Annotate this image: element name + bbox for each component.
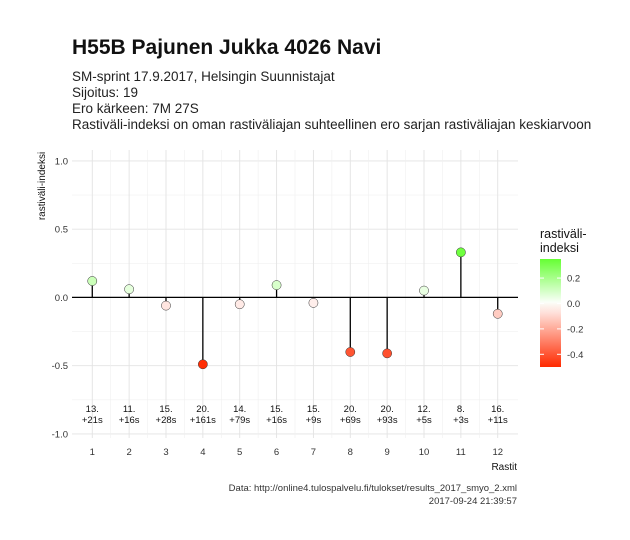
label-diff-rasti-6: +16s [266, 415, 287, 426]
grid [72, 150, 518, 438]
point-rasti-7 [308, 298, 319, 308]
label-rank-rasti-7: 15. [307, 404, 320, 415]
x-axis-ticks: 1 2 3 4 5 6 7 8 9 10 11 12 [90, 447, 503, 458]
label-diff-rasti-10: +5s [416, 415, 432, 426]
label-diff-rasti-8: +69s [340, 415, 361, 426]
subtitle-line-2: Sijoitus: 19 [72, 85, 138, 100]
label-rank-rasti-2: 11. [123, 404, 136, 415]
point-rasti-5 [234, 299, 245, 310]
legend: rastiväli- indeksi 0.2 0.0 -0.2 -0.4 [540, 227, 587, 367]
point-labels: 13.+21s11.+16s15.+28s20.+161s14.+79s15.+… [82, 404, 508, 426]
label-diff-rasti-12: +11s [488, 415, 508, 426]
legend-title-line-1: rastiväli- [540, 227, 587, 241]
label-rank-rasti-4: 20. [196, 404, 209, 415]
label-diff-rasti-11: +3s [453, 415, 469, 426]
x-tick-label: 5 [237, 447, 242, 458]
points [87, 247, 503, 370]
point-rasti-2 [124, 284, 134, 295]
point-rasti-4 [198, 359, 208, 370]
label-rank-rasti-10: 12. [417, 404, 430, 415]
legend-ticks: 0.2 0.0 -0.2 -0.4 [540, 274, 583, 361]
point-rasti-9 [382, 348, 392, 359]
x-tick-label: 1 [90, 447, 95, 458]
legend-tick-label: -0.4 [567, 350, 583, 361]
x-tick-label: 8 [348, 447, 353, 458]
legend-tick-label: -0.2 [567, 324, 583, 335]
legend-tick-label: 0.2 [567, 274, 580, 285]
point-rasti-6 [271, 280, 282, 290]
x-tick-label: 3 [163, 447, 168, 458]
x-tick-label: 10 [419, 447, 430, 458]
label-diff-rasti-1: +21s [82, 415, 103, 426]
point-rasti-10 [419, 285, 429, 296]
x-tick-label: 9 [385, 447, 390, 458]
y-tick-label: 0.0 [55, 293, 68, 304]
y-axis-ticks: -1.0 -0.5 0.0 0.5 1.0 [52, 156, 68, 440]
x-tick-label: 4 [200, 447, 205, 458]
x-tick-label: 7 [311, 447, 316, 458]
label-rank-rasti-12: 16. [491, 404, 504, 415]
label-rank-rasti-8: 20. [344, 404, 357, 415]
legend-title-line-2: indeksi [540, 241, 579, 255]
label-diff-rasti-9: +93s [377, 415, 398, 426]
label-diff-rasti-4: +161s [190, 415, 216, 426]
legend-colorbar [540, 259, 561, 367]
label-rank-rasti-5: 14. [233, 404, 246, 415]
timestamp-caption: 2017-09-24 21:39:57 [429, 496, 517, 507]
subtitle-line-3: Ero kärkeen: 7M 27S [72, 101, 199, 116]
x-tick-label: 12 [492, 447, 503, 458]
y-tick-label: 0.5 [55, 225, 68, 236]
x-tick-label: 11 [456, 447, 466, 458]
label-rank-rasti-9: 20. [381, 404, 394, 415]
point-rasti-12 [492, 308, 503, 319]
x-tick-label: 6 [274, 447, 279, 458]
x-tick-label: 2 [126, 447, 131, 458]
point-rasti-8 [345, 347, 356, 357]
y-tick-label: -1.0 [52, 429, 68, 440]
legend-tick-label: 0.0 [567, 299, 580, 310]
label-rank-rasti-6: 15. [270, 404, 283, 415]
point-rasti-11 [456, 247, 466, 258]
chart-title: H55B Pajunen Jukka 4026 Navi [72, 36, 381, 59]
label-diff-rasti-7: +9s [306, 415, 322, 426]
y-axis-title: rastiväli-indeksi [37, 152, 48, 220]
point-rasti-3 [161, 300, 171, 311]
subtitle-line-4: Rastiväli-indeksi on oman rastiväliajan … [72, 117, 591, 132]
y-tick-label: -0.5 [52, 361, 68, 372]
label-diff-rasti-5: +79s [229, 415, 250, 426]
point-rasti-1 [87, 276, 98, 286]
subtitle-line-1: SM-sprint 17.9.2017, Helsingin Suunnista… [72, 69, 335, 84]
label-rank-rasti-1: 13. [86, 404, 99, 415]
label-rank-rasti-3: 15. [159, 404, 172, 415]
label-rank-rasti-11: 8. [457, 404, 465, 415]
x-axis-title: Rastit [491, 462, 517, 473]
label-diff-rasti-3: +28s [156, 415, 177, 426]
y-tick-label: 1.0 [55, 156, 68, 167]
source-caption: Data: http://online4.tulospalvelu.fi/tul… [229, 483, 517, 494]
label-diff-rasti-2: +16s [119, 415, 140, 426]
